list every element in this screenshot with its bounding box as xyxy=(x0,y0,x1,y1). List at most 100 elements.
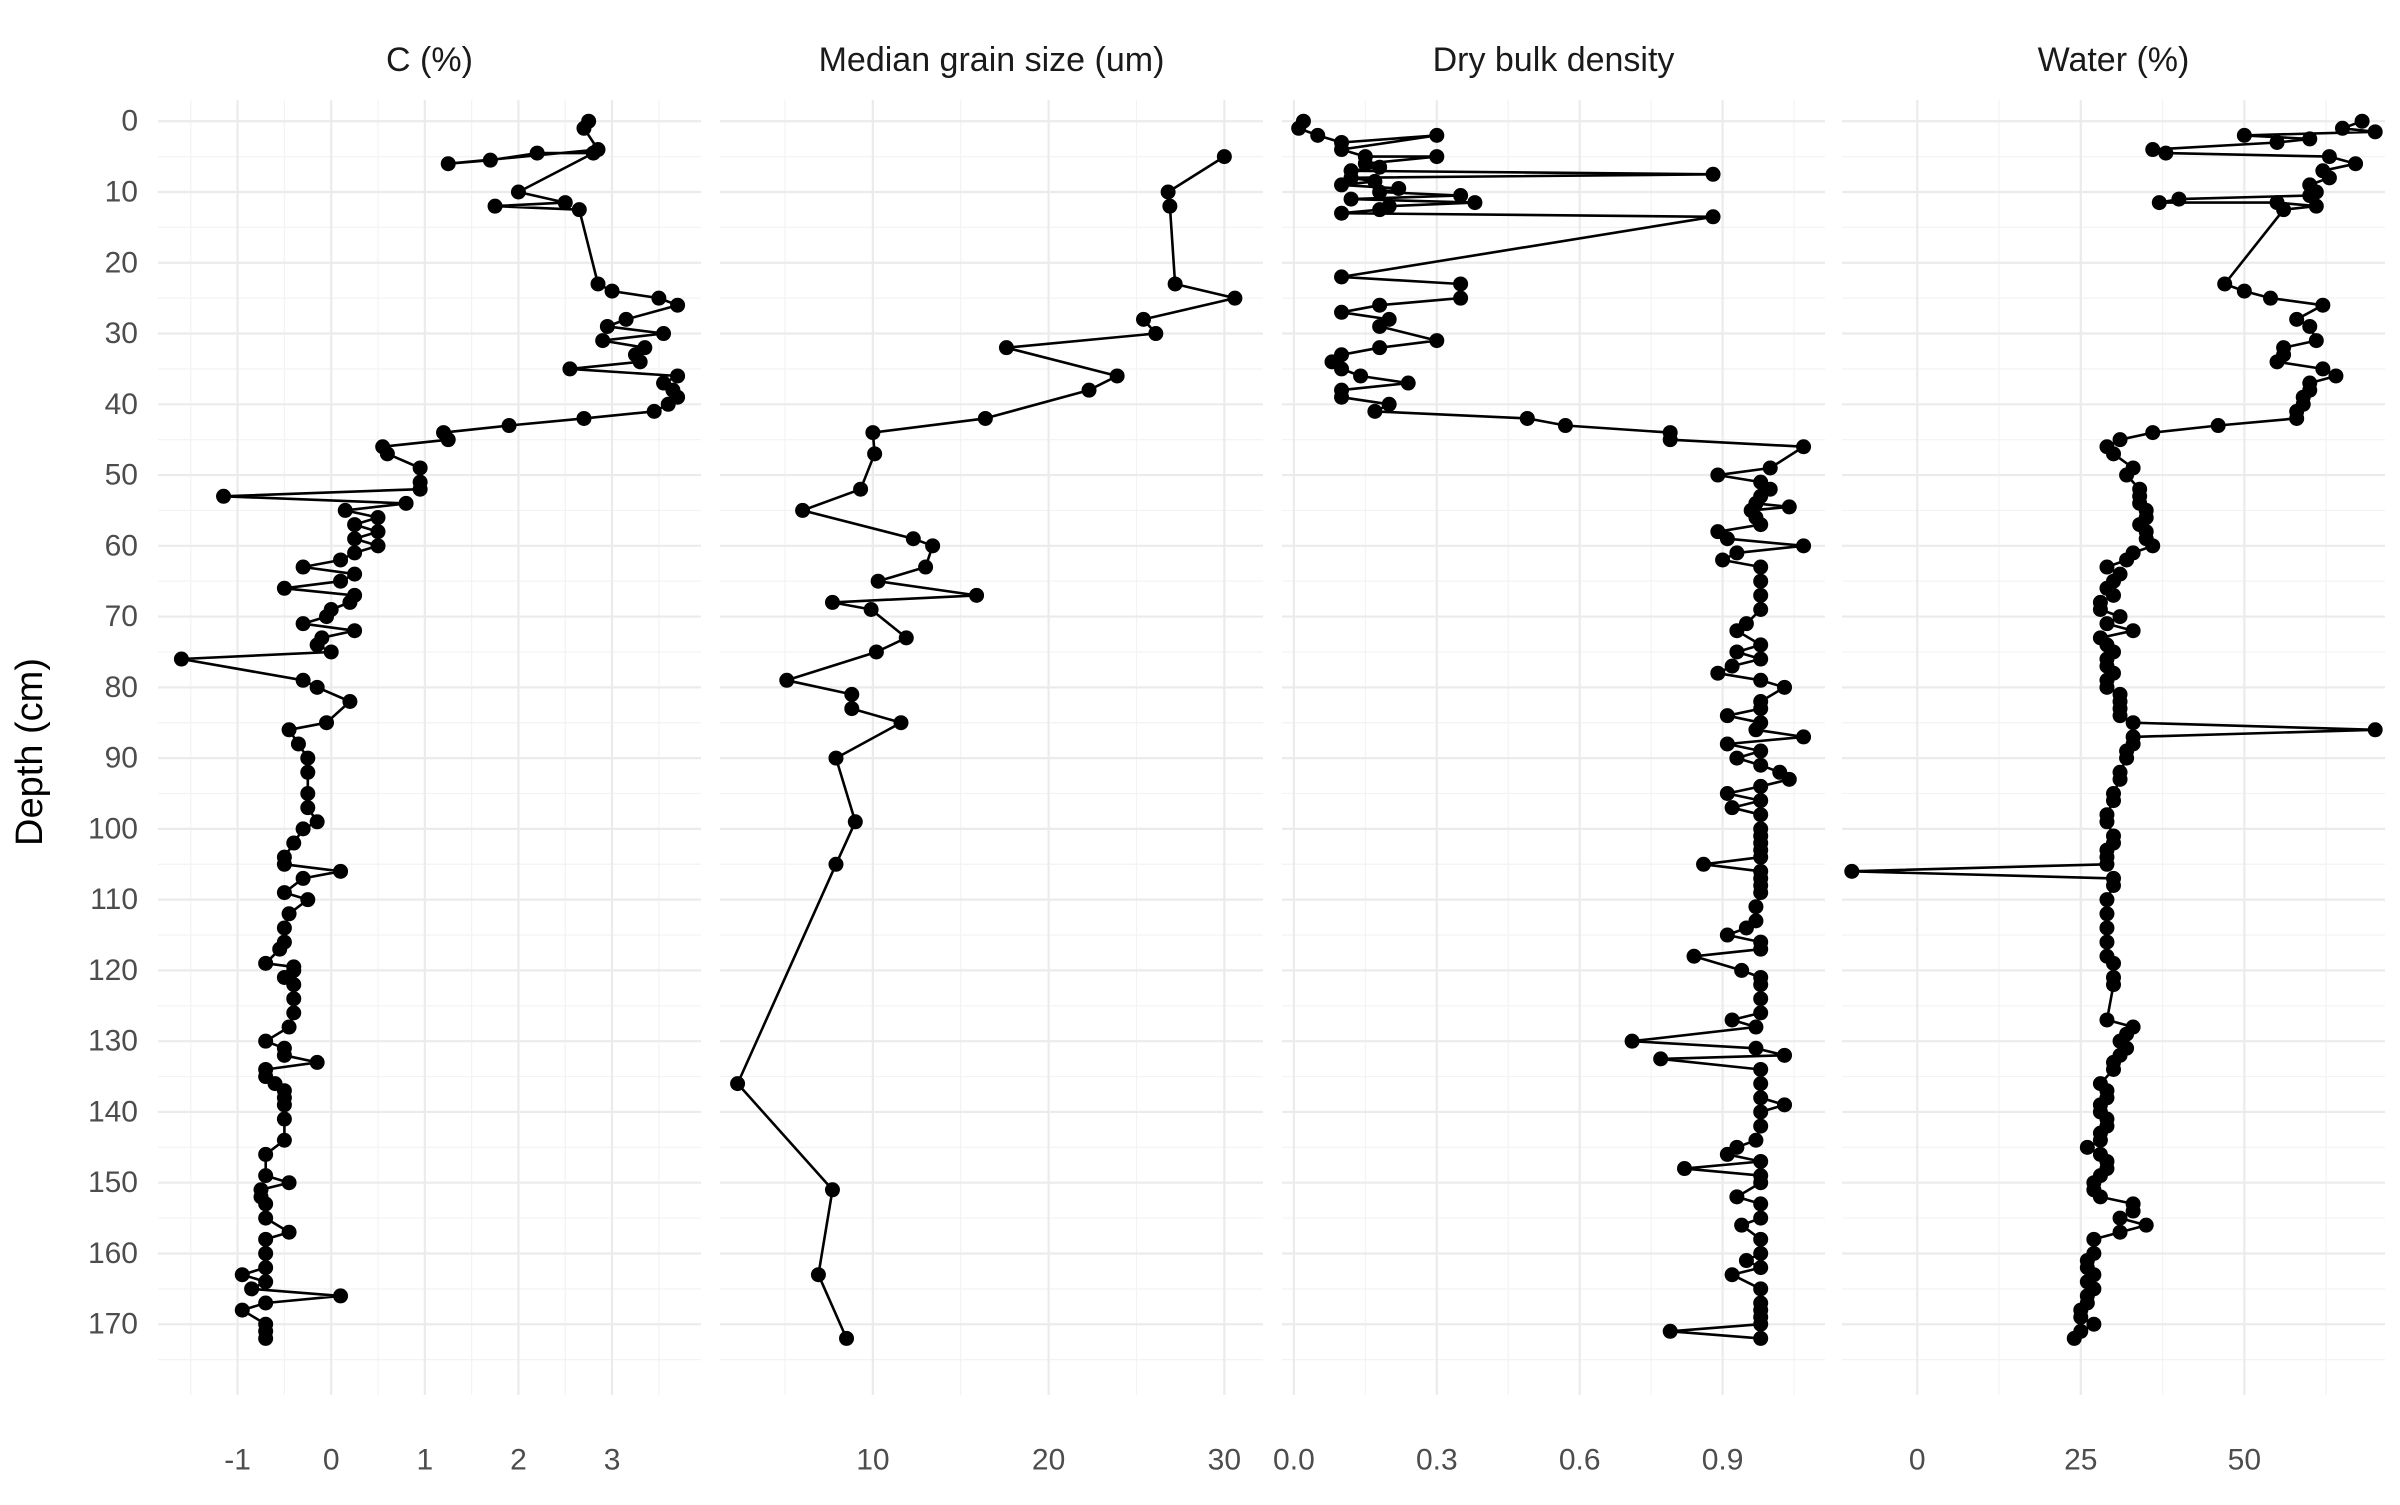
data-point xyxy=(2236,283,2252,299)
panel-title: Median grain size (um) xyxy=(819,41,1165,79)
data-point xyxy=(576,410,592,426)
y-tick-label: 110 xyxy=(90,883,138,916)
data-point xyxy=(2099,559,2115,575)
y-tick-label: 70 xyxy=(105,600,138,633)
data-point xyxy=(2099,814,2115,830)
y-tick-label: 20 xyxy=(105,246,138,279)
data-point xyxy=(1753,977,1769,993)
data-point xyxy=(656,326,672,342)
data-point xyxy=(333,552,349,568)
data-point xyxy=(1753,885,1769,901)
data-point xyxy=(258,1274,274,1290)
data-point xyxy=(1748,1019,1764,1035)
data-point xyxy=(1753,1196,1769,1212)
data-point xyxy=(272,941,288,957)
data-point xyxy=(1719,531,1735,547)
data-point xyxy=(1781,771,1797,787)
data-point xyxy=(2073,1309,2089,1325)
data-point xyxy=(1662,432,1678,448)
data-point xyxy=(2145,538,2161,554)
data-point xyxy=(2276,202,2292,218)
data-point xyxy=(309,637,325,653)
data-point xyxy=(2119,552,2135,568)
y-tick-label: 140 xyxy=(88,1095,138,1128)
data-point xyxy=(258,1231,274,1247)
data-point xyxy=(1753,1153,1769,1169)
data-point xyxy=(1753,701,1769,717)
data-point xyxy=(2112,771,2128,787)
data-point xyxy=(1372,159,1388,175)
data-point xyxy=(2308,333,2324,349)
series-points xyxy=(173,113,686,1346)
data-point xyxy=(1624,1033,1640,1049)
panel-title: Dry bulk density xyxy=(1433,41,1675,79)
data-point xyxy=(1696,856,1712,872)
data-point xyxy=(1676,1161,1692,1177)
data-point xyxy=(918,559,934,575)
data-point xyxy=(2112,609,2128,625)
data-point xyxy=(2125,623,2141,639)
data-point xyxy=(1734,962,1750,978)
data-point xyxy=(2112,432,2128,448)
data-point xyxy=(347,531,363,547)
data-point xyxy=(925,538,941,554)
data-point xyxy=(309,679,325,695)
data-point xyxy=(1748,899,1764,915)
data-point xyxy=(1753,1175,1769,1191)
data-point xyxy=(2099,934,2115,950)
y-tick-label: 170 xyxy=(88,1308,138,1341)
data-point xyxy=(2125,1203,2141,1219)
data-point xyxy=(1753,651,1769,667)
data-point xyxy=(2099,616,2115,632)
y-tick-label: 0 xyxy=(121,105,138,138)
series-points xyxy=(1291,113,1812,1346)
data-point xyxy=(286,991,302,1007)
data-point xyxy=(1729,545,1745,561)
data-point xyxy=(1724,1267,1740,1283)
data-point xyxy=(342,694,358,710)
data-point xyxy=(2112,1224,2128,1240)
y-tick-label: 10 xyxy=(105,175,138,208)
data-point xyxy=(482,152,498,168)
data-point xyxy=(2158,145,2174,161)
data-point xyxy=(2302,131,2318,147)
data-point xyxy=(319,715,335,731)
data-point xyxy=(2308,198,2324,214)
data-point xyxy=(1081,382,1097,398)
data-point xyxy=(258,955,274,971)
data-point xyxy=(2119,750,2135,766)
data-point xyxy=(1334,304,1350,320)
data-point xyxy=(2106,877,2121,893)
data-point xyxy=(276,1111,292,1127)
data-point xyxy=(398,495,414,511)
data-point xyxy=(2092,1132,2108,1148)
data-point xyxy=(1753,1231,1769,1247)
data-point xyxy=(295,672,311,688)
data-point xyxy=(604,283,620,299)
data-point xyxy=(1777,1097,1793,1113)
data-point xyxy=(290,736,306,752)
data-point xyxy=(1753,1104,1769,1120)
data-point xyxy=(276,1132,292,1148)
data-point xyxy=(867,446,883,462)
x-tick-label: -1 xyxy=(224,1444,251,1477)
data-point xyxy=(670,368,686,384)
data-point xyxy=(1753,941,1769,957)
data-point xyxy=(1109,368,1125,384)
data-point xyxy=(2106,587,2121,603)
data-point xyxy=(510,184,526,200)
data-point xyxy=(1719,1146,1735,1162)
data-point xyxy=(2112,708,2128,724)
data-point xyxy=(1334,389,1350,405)
data-point xyxy=(853,481,869,497)
data-point xyxy=(286,835,302,851)
data-point xyxy=(585,145,601,161)
data-point xyxy=(1557,418,1573,434)
data-point xyxy=(1724,1012,1740,1028)
data-point xyxy=(863,602,879,618)
data-point xyxy=(276,580,292,596)
data-point xyxy=(2348,156,2364,172)
data-point xyxy=(557,195,573,211)
data-point xyxy=(1796,538,1812,554)
data-point xyxy=(2119,467,2135,483)
